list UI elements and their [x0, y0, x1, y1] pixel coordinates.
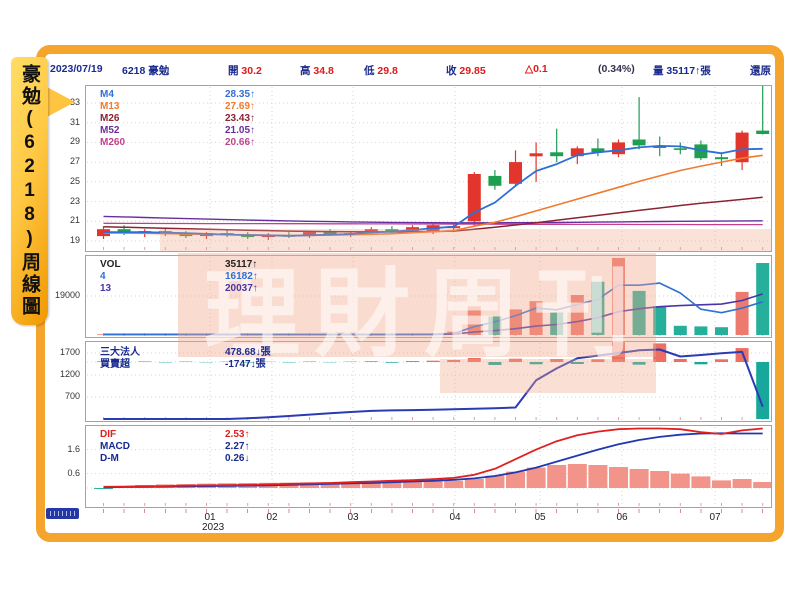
legend-row: M4 28.35↑: [100, 89, 256, 100]
macd-legend: DIF 2.53↑ MACD 2.27↑ D-M 0.26↓: [100, 429, 249, 465]
y-axis-label: 700: [64, 391, 80, 401]
institutional-svg: [87, 342, 770, 420]
low-field: 低 29.8: [364, 65, 398, 77]
y-axis-label: 21: [69, 215, 80, 226]
watermark-text: 理財周刊: [204, 260, 644, 358]
y-axis-label: 31: [69, 116, 80, 127]
y-axis-label: 1200: [59, 369, 80, 379]
legend-row: 三大法人 478.68↓張: [100, 347, 271, 358]
watermark-tint-strip-2: [440, 359, 656, 393]
volume-svg: [87, 257, 770, 336]
page-title: 豪勉(6218)周線圖: [19, 64, 40, 318]
publisher-logo-badge: [46, 508, 79, 519]
stock-code-name: 6218 豪勉: [122, 63, 169, 78]
y-axis-label: 19000: [54, 290, 80, 301]
magazine-frame: [36, 45, 784, 542]
x-axis-label: 01: [204, 512, 216, 523]
legend-row: 13 20037↑: [100, 283, 258, 294]
legend-row: D-M 0.26↓: [100, 453, 250, 464]
x-axis-label: 05: [534, 512, 546, 523]
main-candlestick-svg: [87, 86, 770, 250]
legend-row: M260 20.66↑: [100, 137, 256, 148]
banner-arrow-icon: [45, 86, 75, 118]
institutional-panel: [85, 341, 772, 422]
y-axis-label: 29: [69, 136, 80, 147]
open-field: 開 30.2: [228, 65, 262, 77]
change-value: △0.1: [525, 63, 548, 75]
x-axis-year-label: 2023: [202, 522, 225, 533]
legend-row: M26 23.43↑: [100, 113, 256, 124]
y-axis-label: 0.6: [67, 467, 80, 478]
volume-panel: [85, 255, 772, 338]
ma-legend: M4 28.35↑ M13 27.69↑ M26 23.43↑ M52 21.05↑ M…: [100, 89, 255, 149]
macd-panel: [85, 425, 772, 508]
x-axis-label: 03: [347, 512, 359, 523]
macd-svg: [87, 427, 771, 506]
y-axis-label: 23: [69, 195, 80, 206]
legend-row: MACD 2.27↑: [100, 441, 250, 452]
y-axis-label: 1.6: [67, 443, 80, 454]
y-axis-label: 27: [69, 156, 80, 167]
legend-row: 4 16182↑: [100, 271, 258, 282]
high-field: 高 34.8: [300, 65, 334, 77]
stock-code: 6218: [122, 65, 146, 77]
title-banner: 豪勉(6218)周線圖: [11, 57, 48, 325]
legend-row: DIF 2.53↑: [100, 429, 250, 440]
watermark-tint-strip: [160, 229, 772, 251]
main-candlestick-panel: [85, 85, 772, 252]
y-axis-label: 25: [69, 175, 80, 186]
x-axis-ticks: [103, 509, 765, 513]
volume-legend: VOL 35117↑ 4 16182↑ 13 20037↑: [100, 259, 258, 295]
x-axis-label: 04: [449, 512, 461, 523]
legend-row: VOL 35117↑: [100, 259, 258, 270]
x-axis-label: 07: [709, 512, 721, 523]
quote-date: 2023/07/19: [50, 63, 103, 75]
x-axis-label: 06: [616, 512, 628, 523]
change-percent: (0.34%): [598, 63, 635, 75]
watermark-block: 理財周刊: [178, 253, 656, 357]
institutional-legend: 三大法人 478.68↓張 買賣超 -1747↓張: [100, 347, 271, 371]
x-axis-label: 02: [266, 512, 278, 523]
y-axis-label: 1700: [59, 347, 80, 357]
legend-row: M13 27.69↑: [100, 101, 256, 112]
stock-name: 豪勉: [148, 65, 170, 77]
y-axis-label: 19: [69, 234, 80, 245]
volume-field: 量 35117↑張: [653, 65, 711, 77]
legend-row: M52 21.05↑: [100, 125, 256, 136]
restore-mode-button[interactable]: 還原: [750, 65, 771, 77]
close-field: 收 29.85: [446, 65, 486, 77]
legend-row: 買賣超 -1747↓張: [100, 359, 266, 370]
